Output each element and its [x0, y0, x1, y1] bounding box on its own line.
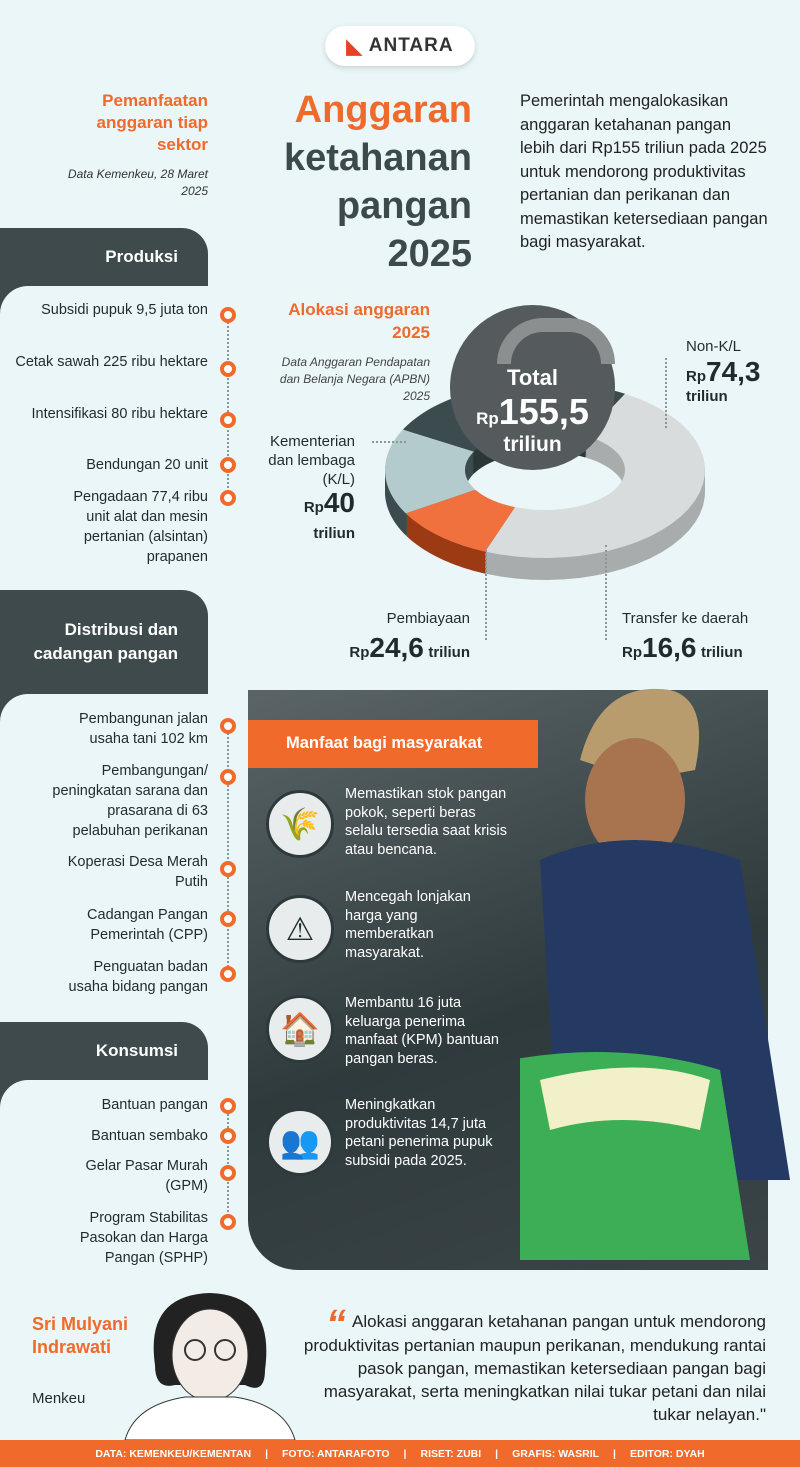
bullet-icon: [220, 1128, 236, 1144]
timeline-line: [227, 730, 229, 975]
total-value: 155,5: [498, 391, 589, 432]
credit-graphics: GRAFIS: WASRIL: [512, 1447, 600, 1460]
bullet-icon: [220, 861, 236, 877]
speaker-portrait: [124, 1293, 296, 1440]
bullet-icon: [220, 718, 236, 734]
antara-logo: ◣ ANTARA: [325, 26, 475, 66]
list-item: Pembangungan/ peningkatan sarana dan pra…: [52, 763, 208, 839]
title-line: 2025: [387, 233, 472, 275]
benefit-text: Meningkatkan produktivitas 14,7 juta pet…: [345, 1097, 493, 1169]
credit-photo: FOTO: ANTARAFOTO: [282, 1447, 390, 1460]
total-text: Total: [507, 365, 558, 390]
bullet-icon: [220, 1098, 236, 1114]
bullet-icon: [220, 490, 236, 506]
allocation-note: Data Anggaran Pendapatan dan Belanja Neg…: [279, 355, 430, 403]
section-header-produksi: Produksi: [0, 228, 208, 286]
bullet-icon: [220, 769, 236, 785]
bullet-icon: [220, 1214, 236, 1230]
credit-editor: EDITOR: DYAH: [630, 1447, 705, 1460]
list-item: Koperasi Desa Merah Putih: [67, 854, 208, 890]
farmers-icon: 👥: [266, 1108, 334, 1176]
list-item: Gelar Pasar Murah (GPM): [85, 1158, 209, 1194]
total-currency: Rp: [476, 409, 499, 428]
benefits-title: Manfaat bagi masyarakat: [248, 720, 538, 768]
benefit-text: Memastikan stok pangan pokok, seperti be…: [345, 786, 507, 858]
list-item: Bantuan sembako: [91, 1128, 208, 1144]
allocation-title: Alokasi anggaran 2025: [288, 300, 430, 342]
label-pembiayaan: Pembiayaan: [386, 610, 470, 627]
benefit-text: Membantu 16 juta keluarga penerima manfa…: [345, 995, 499, 1067]
bullet-icon: [220, 307, 236, 323]
intro-text: Pemerintah mengalokasikan anggaran ketah…: [520, 92, 768, 251]
leader-line: [485, 545, 487, 640]
list-item: Pembangunan jalan usaha tani 102 km: [79, 711, 208, 747]
bullet-icon: [220, 361, 236, 377]
timeline-line: [227, 315, 229, 500]
list-item: Pengadaan 77,4 ribu unit alat dan mesin …: [73, 489, 208, 565]
leader-line: [372, 441, 406, 443]
bullet-icon: [220, 412, 236, 428]
bullet-icon: [220, 457, 236, 473]
benefit-text: Mencegah lonjakan harga yang memberatkan…: [345, 889, 471, 961]
slice-transfer-ke-daerah: [405, 489, 516, 552]
list-item: Cadangan Pangan Pemerintah (CPP): [87, 907, 208, 943]
sector-title: Pemanfaatan anggaran tiap sektor: [96, 91, 208, 154]
section-divider: [0, 694, 208, 724]
section-header-distribusi: Distribusi dan cadangan pangan: [0, 590, 208, 694]
list-item: Bendungan 20 unit: [86, 457, 208, 473]
title-line: ketahanan: [284, 137, 472, 179]
page-title: Anggaran ketahanan pangan 2025: [250, 86, 472, 278]
sector-note: Data Kemenkeu, 28 Maret 2025: [67, 167, 208, 198]
list-item: Bantuan pangan: [101, 1097, 208, 1113]
speaker-name: Sri Mulyani Indrawati: [32, 1314, 129, 1357]
list-item: Cetak sawah 225 ribu hektare: [15, 354, 208, 370]
bullet-icon: [220, 1165, 236, 1181]
list-item: Program Stabilitas Pasokan dan Harga Pan…: [79, 1210, 208, 1266]
rice-sacks-icon: 🌾: [266, 790, 334, 858]
total-label: Total Rp155,5 triliun: [450, 365, 615, 457]
farmer-photo: [520, 688, 790, 1260]
value-transfer: Rp16,6 triliun: [622, 632, 743, 663]
list-item: Subsidi pupuk 9,5 juta ton: [41, 302, 208, 318]
credit-data: DATA: KEMENKEU/KEMENTAN: [95, 1447, 252, 1460]
section-divider: [0, 286, 208, 316]
label-kl: Kementerian dan lembaga (K/L): [268, 433, 355, 488]
list-item: Intensifikasi 80 ribu hektare: [31, 406, 208, 422]
value-non-kl: Rp74,3 triliun: [686, 356, 761, 405]
leader-line: [605, 545, 607, 640]
money-warning-icon: ⚠: [266, 895, 334, 963]
value-kl: Rp40 triliun: [303, 487, 355, 543]
value-pembiayaan: Rp24,6 triliun: [349, 632, 470, 663]
slice-pembiayaan: [385, 429, 476, 514]
list-item: Penguatan badan usaha bidang pangan: [68, 959, 209, 995]
bullet-icon: [220, 911, 236, 927]
slice-non-k-l: [485, 393, 705, 558]
title-line: pangan: [336, 185, 472, 227]
section-divider: [0, 1080, 208, 1110]
section-header-konsumsi: Konsumsi: [0, 1022, 208, 1080]
quote-text: “Alokasi anggaran ketahanan pangan untuk…: [303, 1302, 766, 1424]
title-line: Anggaran: [294, 89, 472, 131]
antara-logo-mark-icon: ◣: [346, 35, 363, 58]
bullet-icon: [220, 966, 236, 982]
family-house-icon: 🏠: [266, 995, 334, 1063]
credits-footer: DATA: KEMENKEU/KEMENTAN | FOTO: ANTARAFOT…: [0, 1440, 800, 1467]
leader-line: [665, 358, 667, 428]
label-transfer: Transfer ke daerah: [622, 610, 749, 627]
credit-research: RISET: ZUBI: [420, 1447, 482, 1460]
label-non-kl: Non-K/L: [686, 338, 742, 355]
total-unit: triliun: [503, 433, 562, 456]
speaker-role: Menkeu: [32, 1390, 86, 1407]
logo-text: ANTARA: [368, 35, 454, 56]
